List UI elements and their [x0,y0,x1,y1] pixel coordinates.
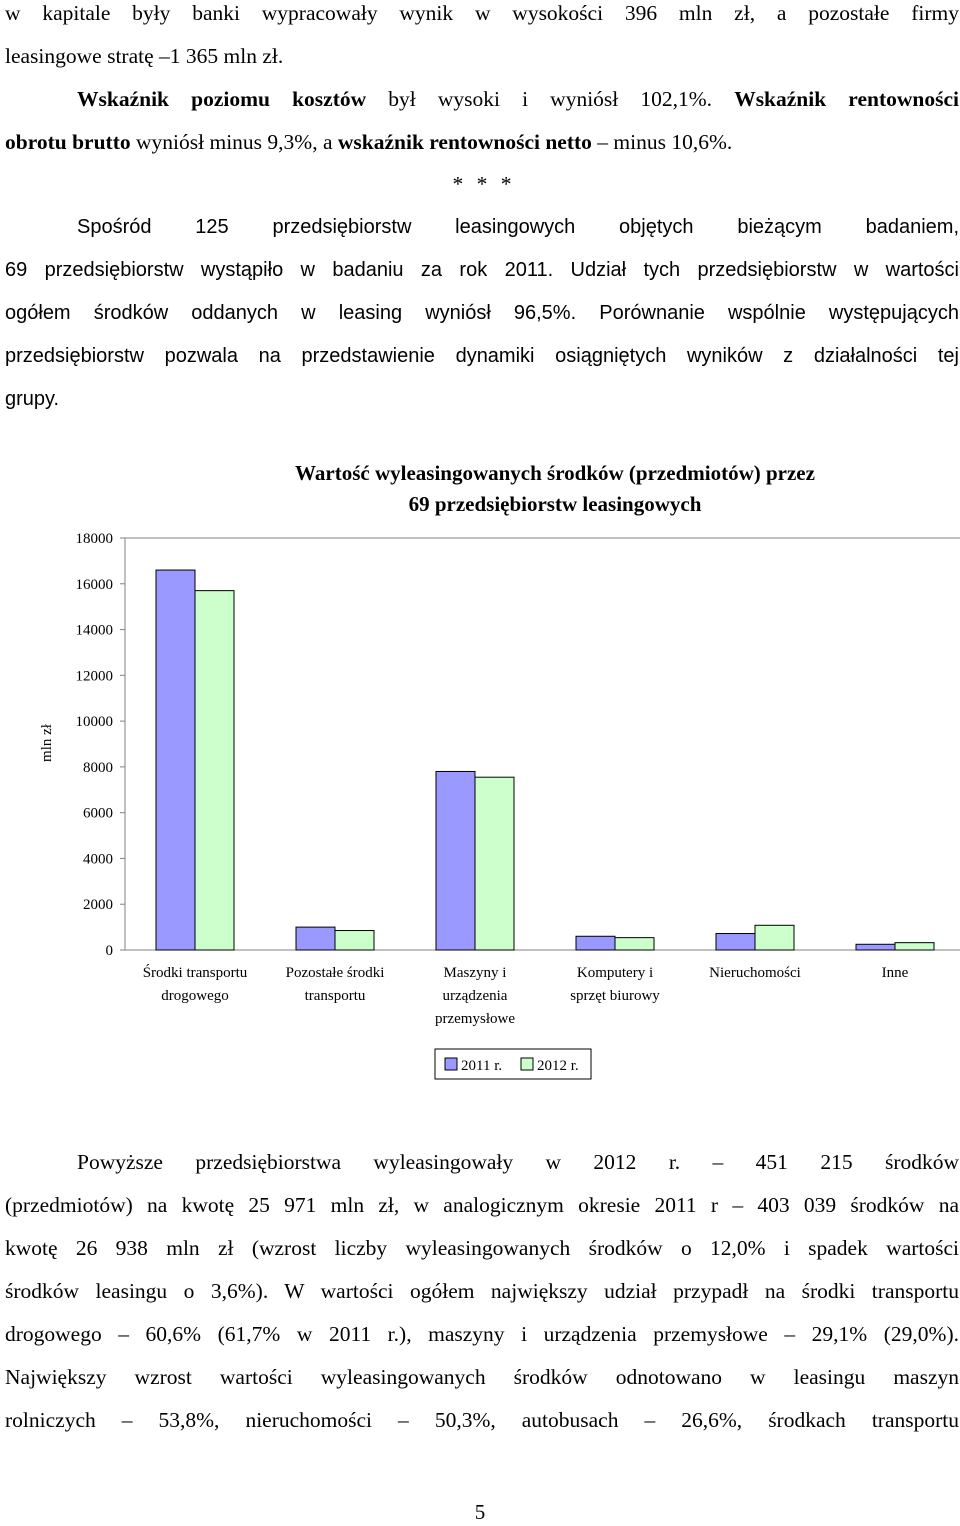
category-label: Nieruchomości [709,965,801,981]
paragraph-summary: Powyższe przedsiębiorstwa wyleasingowały… [5,1141,959,1442]
bold-term: Wskaźnik rentowności [734,87,959,111]
bar-2012 [754,924,795,951]
bold-term: Wskaźnik poziomu kosztów [77,87,367,111]
bar-2012 [614,937,655,951]
bar-2012 [334,930,375,951]
paragraph-scope: Spośród 125 przedsiębiorstw leasingowych… [5,206,959,421]
y-tick-label: 16000 [76,577,114,593]
category-label: sprzęt biurowy [570,988,660,1004]
category-label: Pozostałe środki [286,965,385,981]
text-line: (przedmiotów) na kwotę 25 971 mln zł, w … [5,1193,959,1217]
text-line: Wskaźnik poziomu kosztów był wysoki i wy… [5,78,959,121]
legend-swatch [520,1057,534,1071]
category-label: drogowego [161,988,229,1004]
plot-frame [124,537,960,951]
paragraph-results: w kapitale były banki wypracowały wynik … [5,0,959,78]
bold-term: obrotu brutto [5,130,131,154]
category-label: Inne [882,965,909,981]
text-line: 69 przedsiębiorstw wystąpiło w badaniu z… [5,259,959,281]
bar-2011 [855,943,896,951]
y-tick-label: 0 [106,943,114,959]
category-label: urządzenia [443,988,508,1004]
bold-term: wskaźnik rentowności netto [337,130,592,154]
text-line: obrotu brutto wyniósł minus 9,3%, a wska… [5,121,959,164]
bar-2012 [194,590,235,951]
text-line: Największy wzrost wartości wyleasingowan… [5,1365,959,1389]
text-line: drogowego – 60,6% (61,7% w 2011 r.), mas… [5,1322,959,1346]
plot-area: 18000 16000 14000 12000 10000 8000 6000 4000 200… [76,531,960,1080]
bar-2011 [715,933,756,951]
chart-svg: Wartość wyleasingowanych środków (przedm… [39,461,960,1080]
category-label: Maszyny i [444,965,507,981]
bar-2011 [295,926,336,951]
y-tick-label: 18000 [76,531,114,547]
text-line: leasingowe stratę –1 365 mln zł. [5,44,284,68]
legend-swatch [444,1057,458,1071]
text-fragment: wyniósł minus 9,3%, a [130,130,338,154]
y-tick-label: 2000 [83,897,113,913]
y-tick-label: 12000 [76,668,114,684]
paragraph-indicators: Wskaźnik poziomu kosztów był wysoki i wy… [5,78,959,164]
leasing-value-chart: Wartość wyleasingowanych środków (przedm… [0,430,960,1110]
bar-2011 [435,770,476,951]
text-line: rolniczych – 53,8%, nieruchomości – 50,3… [5,1408,959,1432]
category-label: Środki transportu [143,964,248,981]
text-line: grupy. [5,388,60,410]
section-separator: * * * [452,172,512,196]
y-tick-label: 8000 [83,760,113,776]
y-axis-label: mln zł [39,723,55,762]
text-line: przedsiębiorstw pozwala na przedstawieni… [5,345,959,367]
text-line: Powyższe przedsiębiorstwa wyleasingowały… [77,1150,959,1174]
chart-title-line-1: Wartość wyleasingowanych środków (przedm… [295,461,815,485]
category-label: przemysłowe [435,1011,515,1027]
text-line: środków leasingu o 3,6%). W wartości ogó… [5,1279,959,1303]
category-label: transportu [305,988,366,1004]
page-number: 5 [474,1500,486,1524]
legend-box [434,1048,592,1080]
text-fragment: był wysoki i wyniósł 102,1%. [366,87,735,111]
bar-2011 [575,935,616,951]
y-tick-label: 4000 [83,851,113,867]
bar-2012 [474,776,515,951]
legend-label: 2012 r. [537,1058,579,1074]
y-tick-label: 10000 [76,714,114,730]
text-line: ogółem środków oddanych w leasing wyniós… [5,302,959,324]
bar-2012 [894,942,935,951]
text-fragment: – minus 10,6%. [591,130,733,154]
y-tick-label: 14000 [76,623,114,639]
chart-title-line-2: 69 przedsiębiorstw leasingowych [409,492,702,516]
text-line: kwotę 26 938 mln zł (wzrost liczby wylea… [5,1236,959,1260]
text-line: Spośród 125 przedsiębiorstw leasingowych… [77,216,959,238]
category-label: Komputery i [577,965,653,981]
legend-label: 2011 r. [461,1058,502,1074]
y-tick-label: 6000 [83,806,113,822]
bar-2011 [155,569,196,951]
text-line: w kapitale były banki wypracowały wynik … [5,1,959,25]
